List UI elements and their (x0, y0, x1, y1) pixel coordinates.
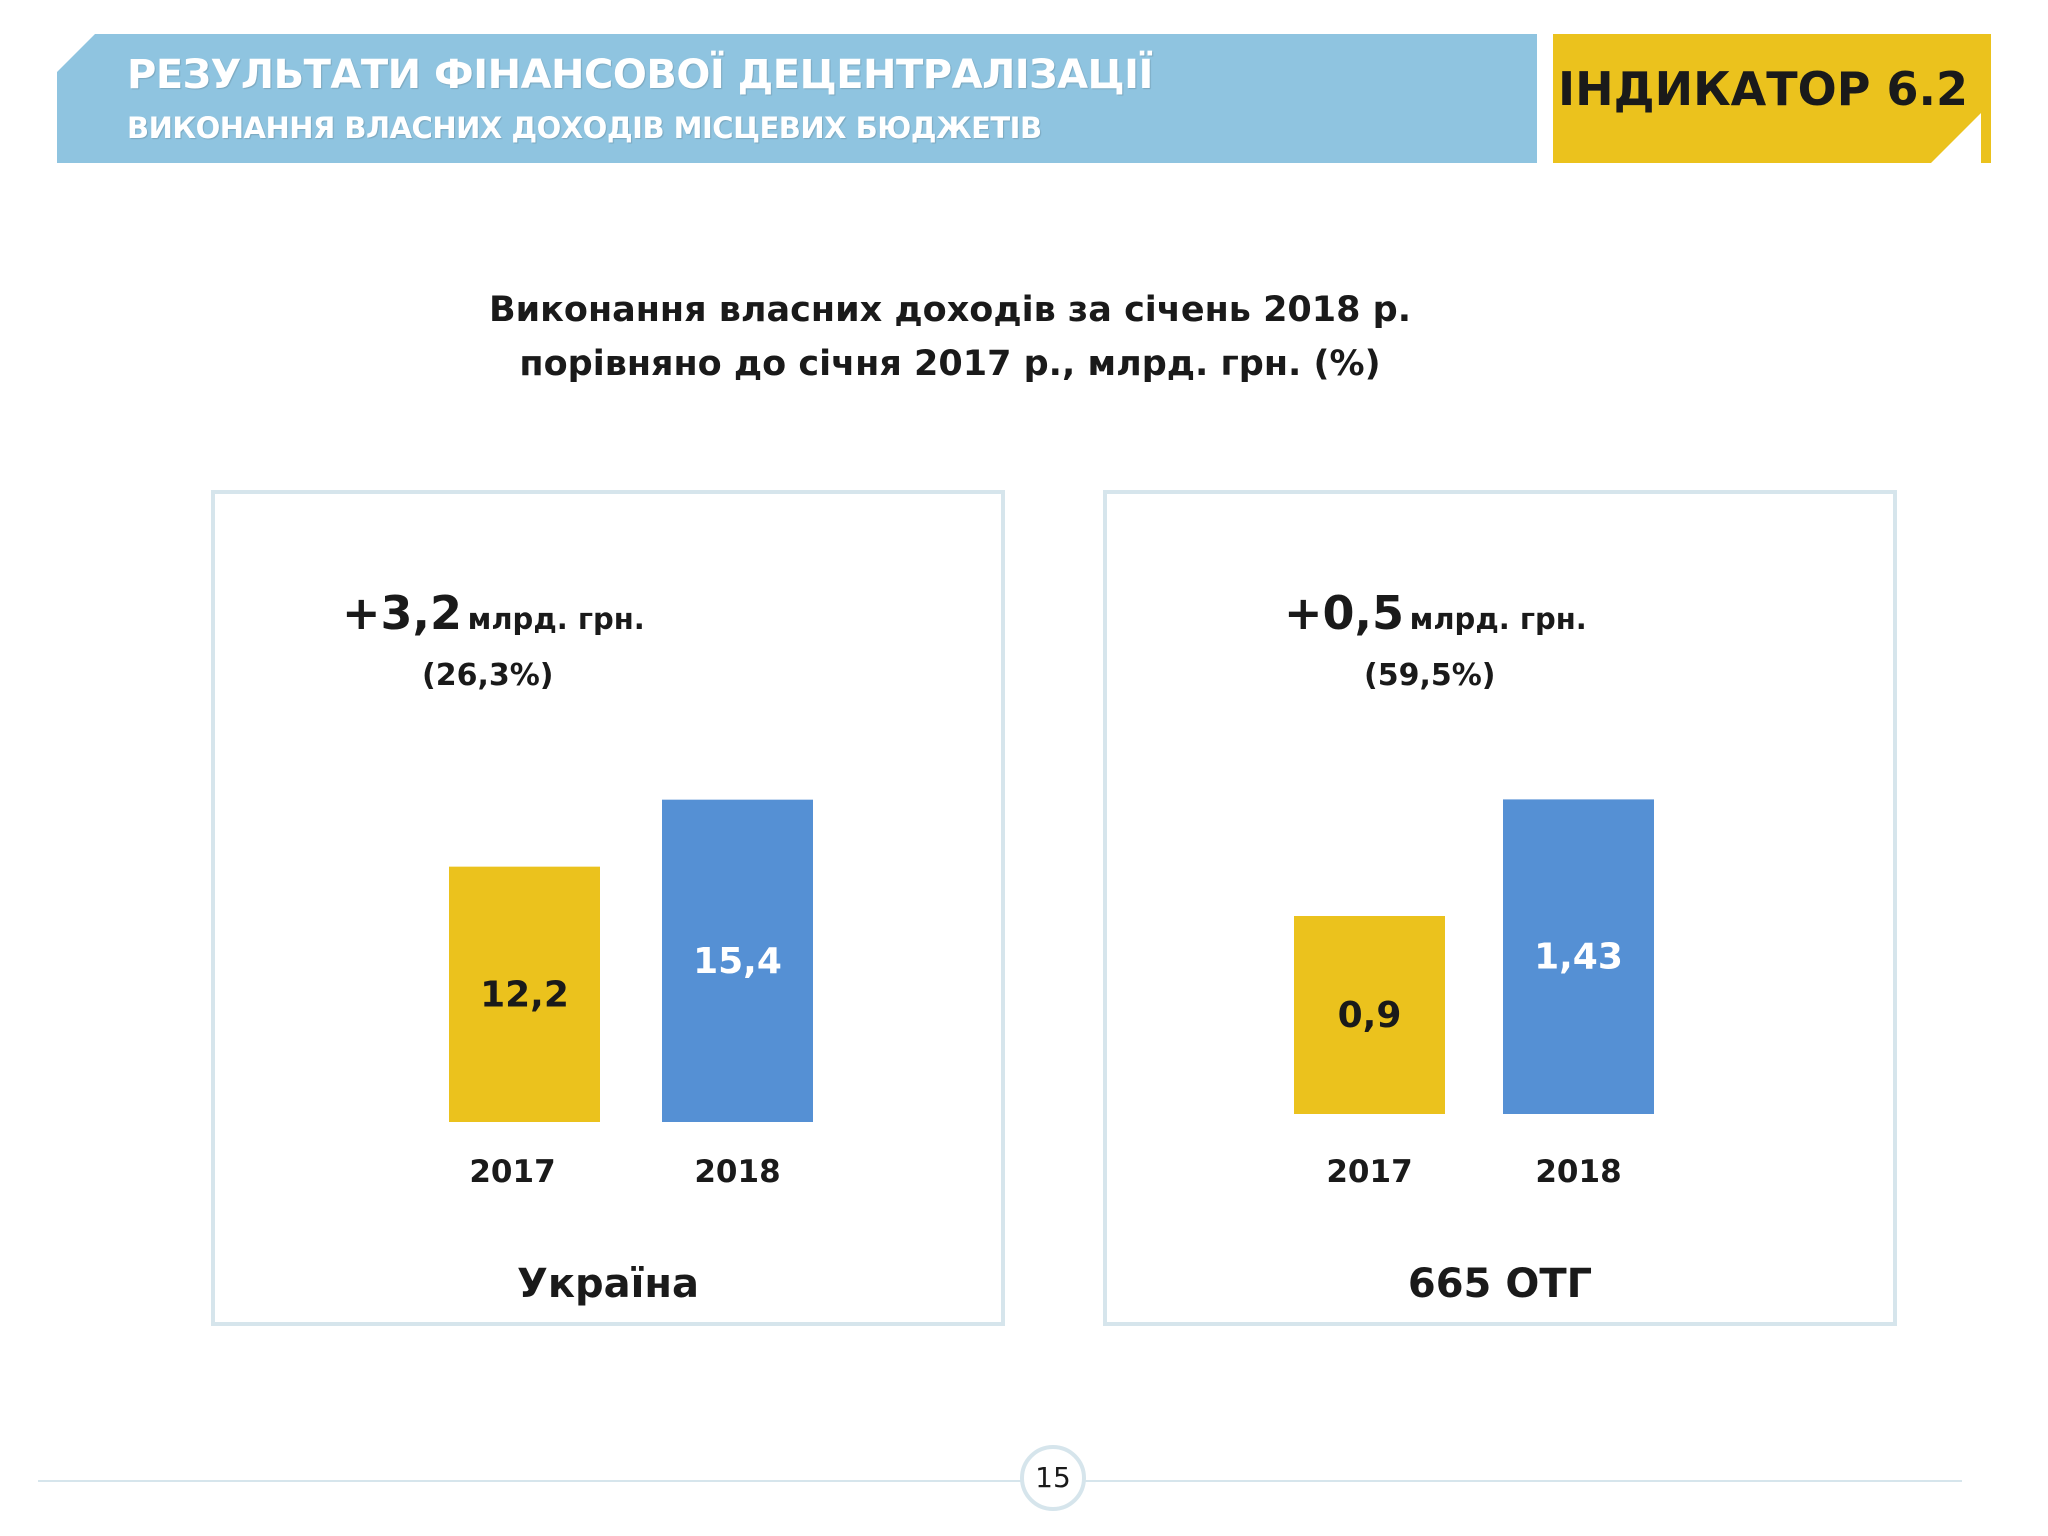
delta-percent: (59,5%) (1364, 658, 1496, 693)
delta-value: +0,5 млрд. грн. (1284, 586, 1587, 640)
bar-2018 (1503, 799, 1654, 1114)
chart-panel-ukraine: +3,2 млрд. грн. (26,3%) 12,2 2017 15,4 2018… (211, 490, 1005, 1326)
chart-title-line-2: порівняно до січня 2017 р., млрд. грн. (… (519, 344, 1381, 384)
header-subtitle: ВИКОНАННЯ ВЛАСНИХ ДОХОДІВ МІСЦЕВИХ БЮДЖЕ… (127, 111, 1042, 145)
header-title: РЕЗУЛЬТАТИ ФІНАНСОВОЇ ДЕЦЕНТРАЛІЗАЦІЇ (127, 52, 1153, 98)
bar-value-label: 12,2 (480, 974, 569, 1015)
delta-value: +3,2 млрд. грн. (342, 586, 645, 640)
bar-value-label: 1,43 (1534, 937, 1623, 978)
header-band (57, 34, 1537, 163)
delta-unit: млрд. грн. (467, 602, 645, 636)
bar-value-label: 15,4 (693, 941, 782, 982)
bar-chart-otg: 0,9 2017 1,43 2018 (1294, 799, 1654, 1190)
bar-2017 (1294, 916, 1445, 1114)
delta-amount: +0,5 (1284, 586, 1405, 640)
category-label: 2018 (1535, 1154, 1621, 1190)
delta-amount: +3,2 (342, 586, 463, 640)
category-label: 2017 (469, 1154, 555, 1190)
chart-title-line-1: Виконання власних доходів за січень 2018… (488, 290, 1412, 330)
bar-2017 (449, 866, 600, 1122)
header-corner-accent (57, 34, 95, 72)
bar-chart-ukraine: 12,2 2017 15,4 2018 (449, 799, 813, 1190)
panel-label: 665 ОТГ (1407, 1261, 1593, 1307)
category-label: 2018 (694, 1154, 780, 1190)
indicator-notch (1931, 113, 1981, 163)
chart-panel-otg: +0,5 млрд. грн. (59,5%) 0,9 2017 1,43 2018 … (1103, 490, 1897, 1326)
panel-label: Україна (517, 1261, 699, 1307)
chart-title: Виконання власних доходів за січень 2018… (0, 283, 1900, 391)
page-number: 15 (1020, 1445, 1086, 1511)
category-label: 2017 (1326, 1154, 1412, 1190)
bar-value-label: 0,9 (1338, 995, 1402, 1036)
footer-divider (38, 1480, 1962, 1482)
delta-percent: (26,3%) (422, 658, 554, 693)
indicator-badge (1553, 34, 1991, 163)
delta-unit: млрд. грн. (1409, 602, 1587, 636)
indicator-label: ІНДИКАТОР 6.2 (1558, 62, 1968, 116)
bar-2018 (662, 799, 813, 1122)
